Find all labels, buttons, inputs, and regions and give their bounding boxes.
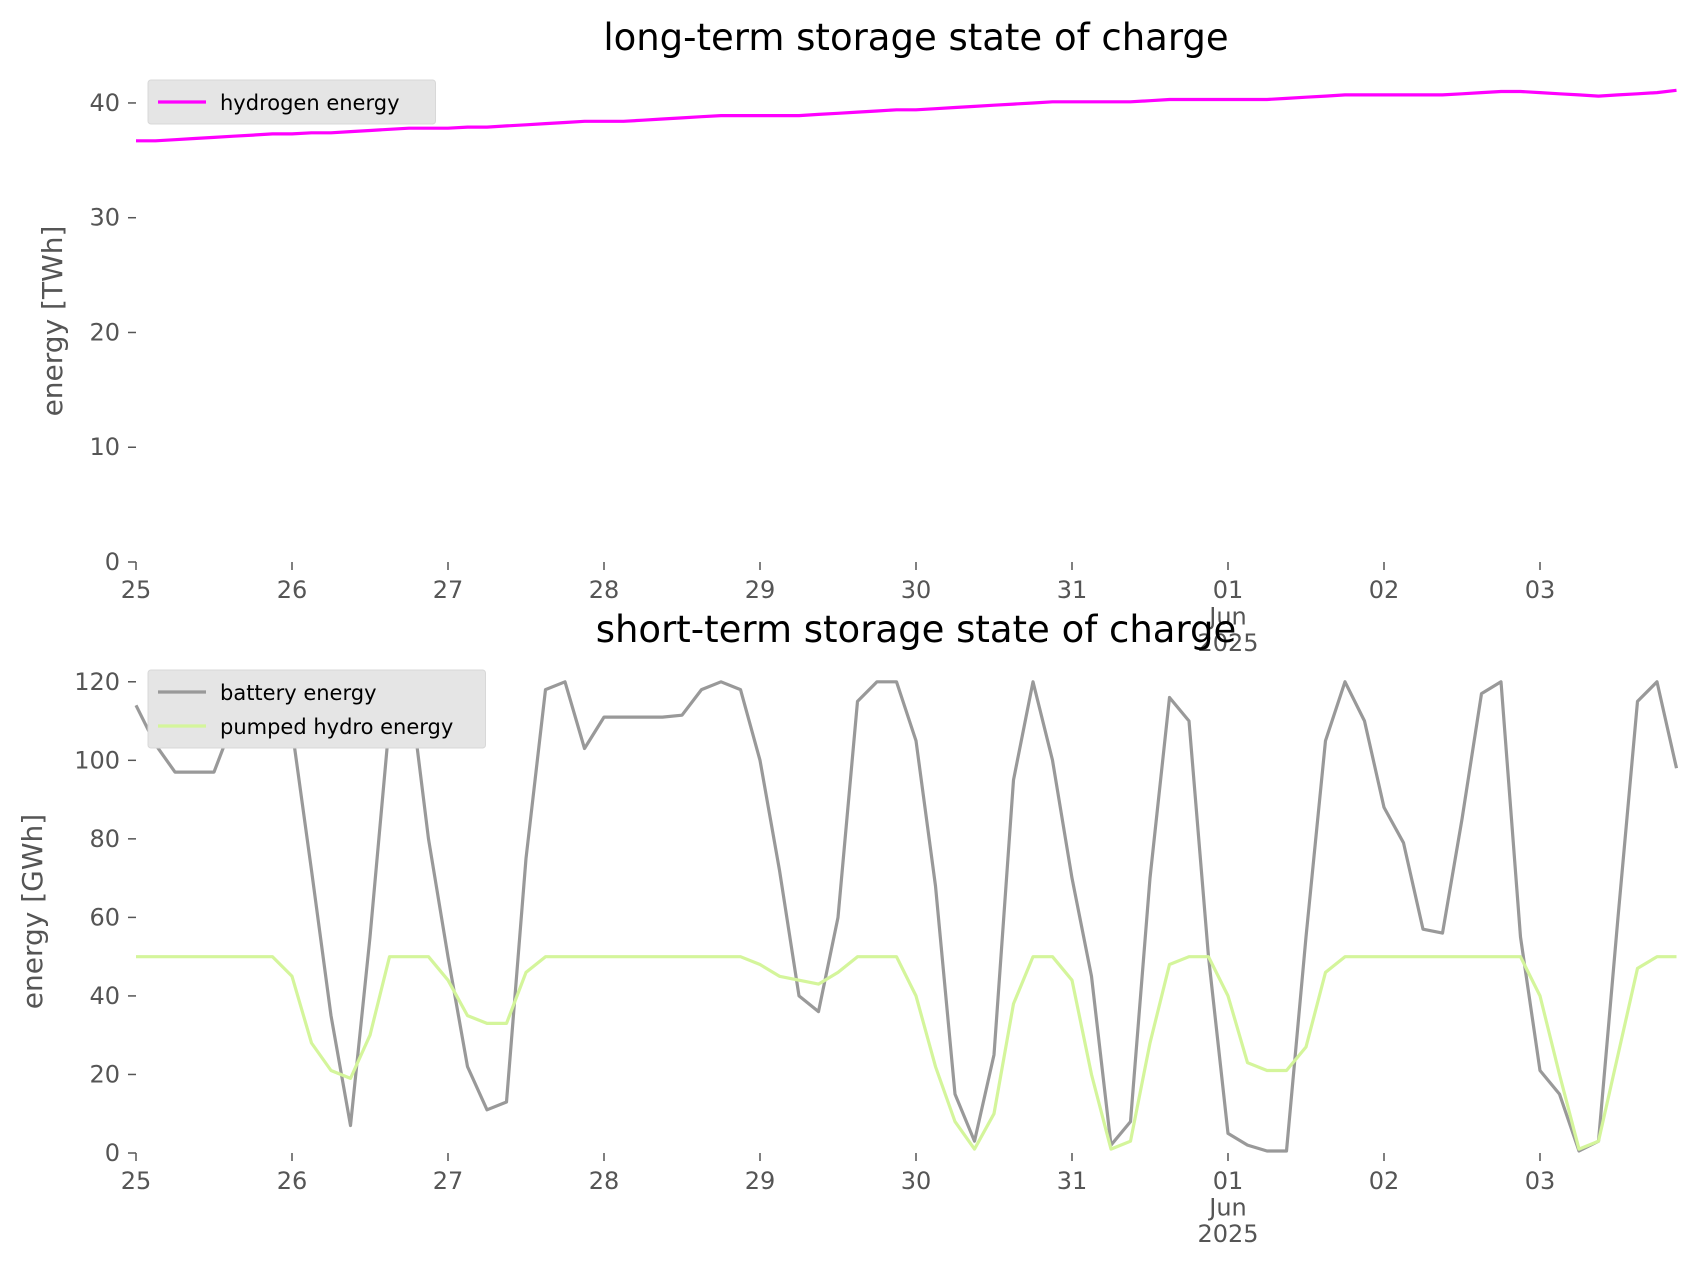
x-tick-label: 03	[1525, 576, 1556, 604]
y-axis-label: energy [TWh]	[36, 226, 69, 417]
legend: hydrogen energy	[147, 79, 436, 125]
x-tick-label: 03	[1525, 1167, 1556, 1195]
x-tick-label: 26	[277, 576, 308, 604]
x-tick-label: 28	[589, 1167, 620, 1195]
y-tick-label: 80	[89, 825, 120, 853]
legend-label: battery energy	[220, 681, 377, 705]
legend-box	[147, 79, 436, 125]
y-tick-label: 20	[89, 1060, 120, 1088]
x-tick-label: 29	[745, 576, 776, 604]
series-line	[134, 680, 1679, 1153]
legend-label: pumped hydro energy	[220, 715, 453, 739]
y-tick-label: 30	[89, 204, 120, 232]
y-tick-label: 120	[74, 668, 120, 696]
x-tick-label: 02	[1369, 1167, 1400, 1195]
x-tick-label: 25	[121, 1167, 152, 1195]
series-line	[136, 955, 1677, 1151]
y-tick-label: 20	[89, 318, 120, 346]
y-tick-label: 0	[105, 548, 120, 576]
x-tick-label: 31	[1057, 1167, 1088, 1195]
y-tick-label: 10	[89, 433, 120, 461]
x-tick-label: 31	[1057, 576, 1088, 604]
legend-box	[147, 669, 486, 749]
x-tick-label: 01 Jun 2025	[1197, 576, 1258, 657]
x-tick-label: 25	[121, 576, 152, 604]
chart-title: long-term storage state of charge	[603, 16, 1228, 59]
y-axis-label: energy [GWh]	[16, 814, 49, 1009]
x-tick-label: 30	[901, 576, 932, 604]
x-tick-label: 29	[745, 1167, 776, 1195]
x-tick-label: 26	[277, 1167, 308, 1195]
series-line	[136, 88, 1677, 143]
y-tick-label: 40	[89, 89, 120, 117]
legend-label: hydrogen energy	[220, 91, 400, 115]
y-tick-label: 60	[89, 903, 120, 931]
chart-title: short-term storage state of charge	[596, 608, 1237, 651]
x-tick-label: 30	[901, 1167, 932, 1195]
x-tick-label: 02	[1369, 576, 1400, 604]
x-tick-label: 01 Jun 2025	[1197, 1167, 1258, 1248]
y-tick-label: 100	[74, 746, 120, 774]
x-tick-label: 28	[589, 576, 620, 604]
legend: battery energy pumped hydro energy	[147, 669, 486, 749]
x-tick-label: 27	[433, 576, 464, 604]
y-tick-label: 40	[89, 982, 120, 1010]
y-tick-label: 0	[105, 1139, 120, 1167]
x-tick-label: 27	[433, 1167, 464, 1195]
